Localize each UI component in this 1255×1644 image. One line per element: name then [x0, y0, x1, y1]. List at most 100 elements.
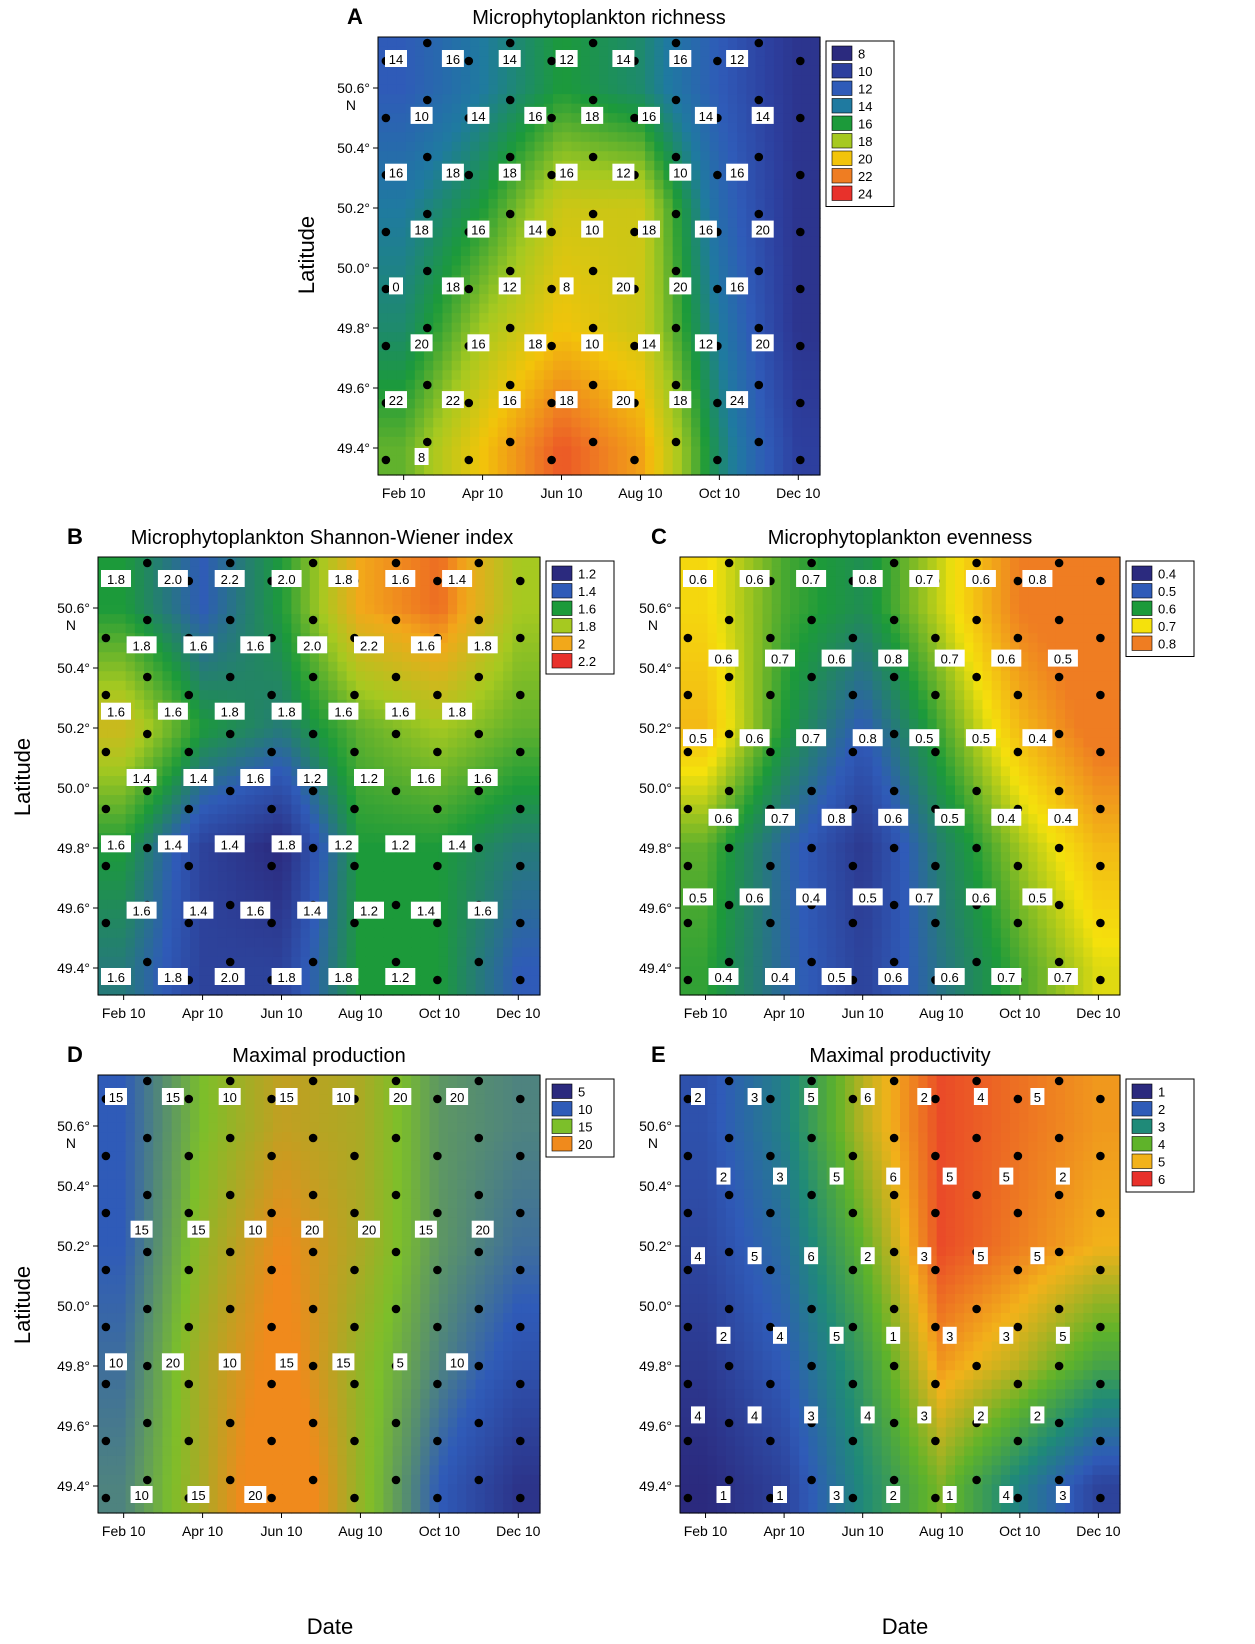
- station-dot: [505, 209, 515, 219]
- field-cell: [534, 189, 545, 200]
- field-cell: [645, 208, 655, 219]
- field-cell: [493, 795, 504, 806]
- field-cell: [810, 198, 821, 209]
- field-cell: [378, 75, 388, 86]
- field-cell: [783, 389, 793, 400]
- field-cell: [199, 880, 210, 891]
- field-cell: [365, 585, 375, 596]
- field-cell: [475, 566, 486, 577]
- field-cell: [1083, 566, 1094, 577]
- field-cell: [125, 918, 136, 929]
- field-cell: [245, 576, 256, 587]
- field-cell: [493, 652, 504, 663]
- field-cell: [681, 179, 692, 190]
- field-cell: [635, 84, 646, 95]
- field-cell: [319, 557, 329, 568]
- field-cell: [534, 389, 545, 400]
- field-cell: [516, 341, 526, 352]
- field-cell: [530, 909, 541, 920]
- field-cell: [534, 455, 545, 467]
- field-cell: [300, 795, 311, 806]
- field-cell: [617, 341, 628, 352]
- field-cell: [635, 313, 646, 324]
- contour-label: 10: [585, 336, 599, 351]
- field-cell: [479, 170, 490, 181]
- field-cell: [144, 966, 154, 977]
- field-cell: [208, 595, 219, 606]
- field-cell: [608, 408, 619, 419]
- field-cell: [764, 417, 775, 428]
- field-cell: [497, 351, 508, 362]
- contour-label-box: [101, 835, 131, 853]
- contour-label: 1.6: [334, 705, 352, 720]
- field-cell: [506, 303, 517, 314]
- field-cell: [580, 303, 591, 314]
- field-cell: [190, 709, 200, 720]
- field-cell: [691, 46, 701, 57]
- y-axis-title-bottom: Latitude: [10, 1266, 35, 1344]
- field-cell: [521, 699, 532, 710]
- field-cell: [599, 65, 609, 76]
- field-cell: [718, 103, 729, 114]
- contour-label: 1.2: [391, 970, 409, 985]
- field-cell: [300, 785, 311, 796]
- field-cell: [764, 37, 775, 48]
- field-cell: [355, 623, 366, 634]
- field-cell: [516, 208, 526, 219]
- field-cell: [512, 557, 523, 568]
- station-dot: [754, 38, 764, 48]
- field-cell: [552, 417, 563, 428]
- field-cell: [764, 370, 775, 381]
- field-cell: [457, 585, 467, 596]
- contour-label: 1.4: [189, 904, 207, 919]
- panel-title: Microphytoplankton richness: [472, 7, 725, 29]
- field-cell: [700, 189, 711, 200]
- field-cell: [645, 408, 655, 419]
- field-cell: [773, 65, 784, 76]
- field-cell: [98, 937, 108, 948]
- field-cell: [764, 360, 775, 371]
- field-cell: [337, 918, 348, 929]
- field-cell: [254, 804, 265, 815]
- field-cell: [226, 871, 237, 882]
- field-cell: [493, 985, 504, 996]
- field-cell: [190, 928, 200, 939]
- field-cell: [319, 795, 329, 806]
- field-cell: [512, 890, 523, 901]
- x-axis-title-right: Date: [882, 1614, 928, 1639]
- field-cell: [254, 966, 265, 977]
- field-cell: [571, 322, 582, 333]
- field-cell: [773, 379, 784, 390]
- field-cell: [337, 728, 348, 739]
- field-cell: [493, 557, 504, 568]
- field-cell: [506, 103, 517, 114]
- field-cell: [291, 671, 302, 682]
- field-cell: [764, 65, 775, 76]
- contour-label-box: [441, 163, 464, 181]
- field-cell: [171, 642, 182, 653]
- field-cell: [810, 65, 821, 76]
- field-cell: [718, 179, 729, 190]
- field-cell: [217, 814, 228, 825]
- field-cell: [493, 614, 504, 625]
- field-cell: [319, 652, 329, 663]
- contour-label: 1.6: [474, 771, 492, 786]
- field-cell: [190, 956, 200, 968]
- field-cell: [383, 947, 394, 958]
- field-cell: [319, 728, 329, 739]
- field-cell: [725, 576, 736, 587]
- field-cell: [516, 189, 526, 200]
- field-cell: [475, 966, 486, 977]
- field-cell: [543, 132, 554, 143]
- contour-label: 8: [418, 450, 425, 465]
- field-cell: [387, 122, 398, 133]
- field-cell: [681, 208, 692, 219]
- field-cell: [718, 208, 729, 219]
- field-cell: [475, 585, 486, 596]
- field-cell: [746, 208, 757, 219]
- field-cell: [355, 614, 366, 625]
- field-cell: [773, 217, 784, 229]
- field-cell: [792, 94, 803, 105]
- field-cell: [125, 871, 136, 882]
- field-cell: [543, 465, 554, 476]
